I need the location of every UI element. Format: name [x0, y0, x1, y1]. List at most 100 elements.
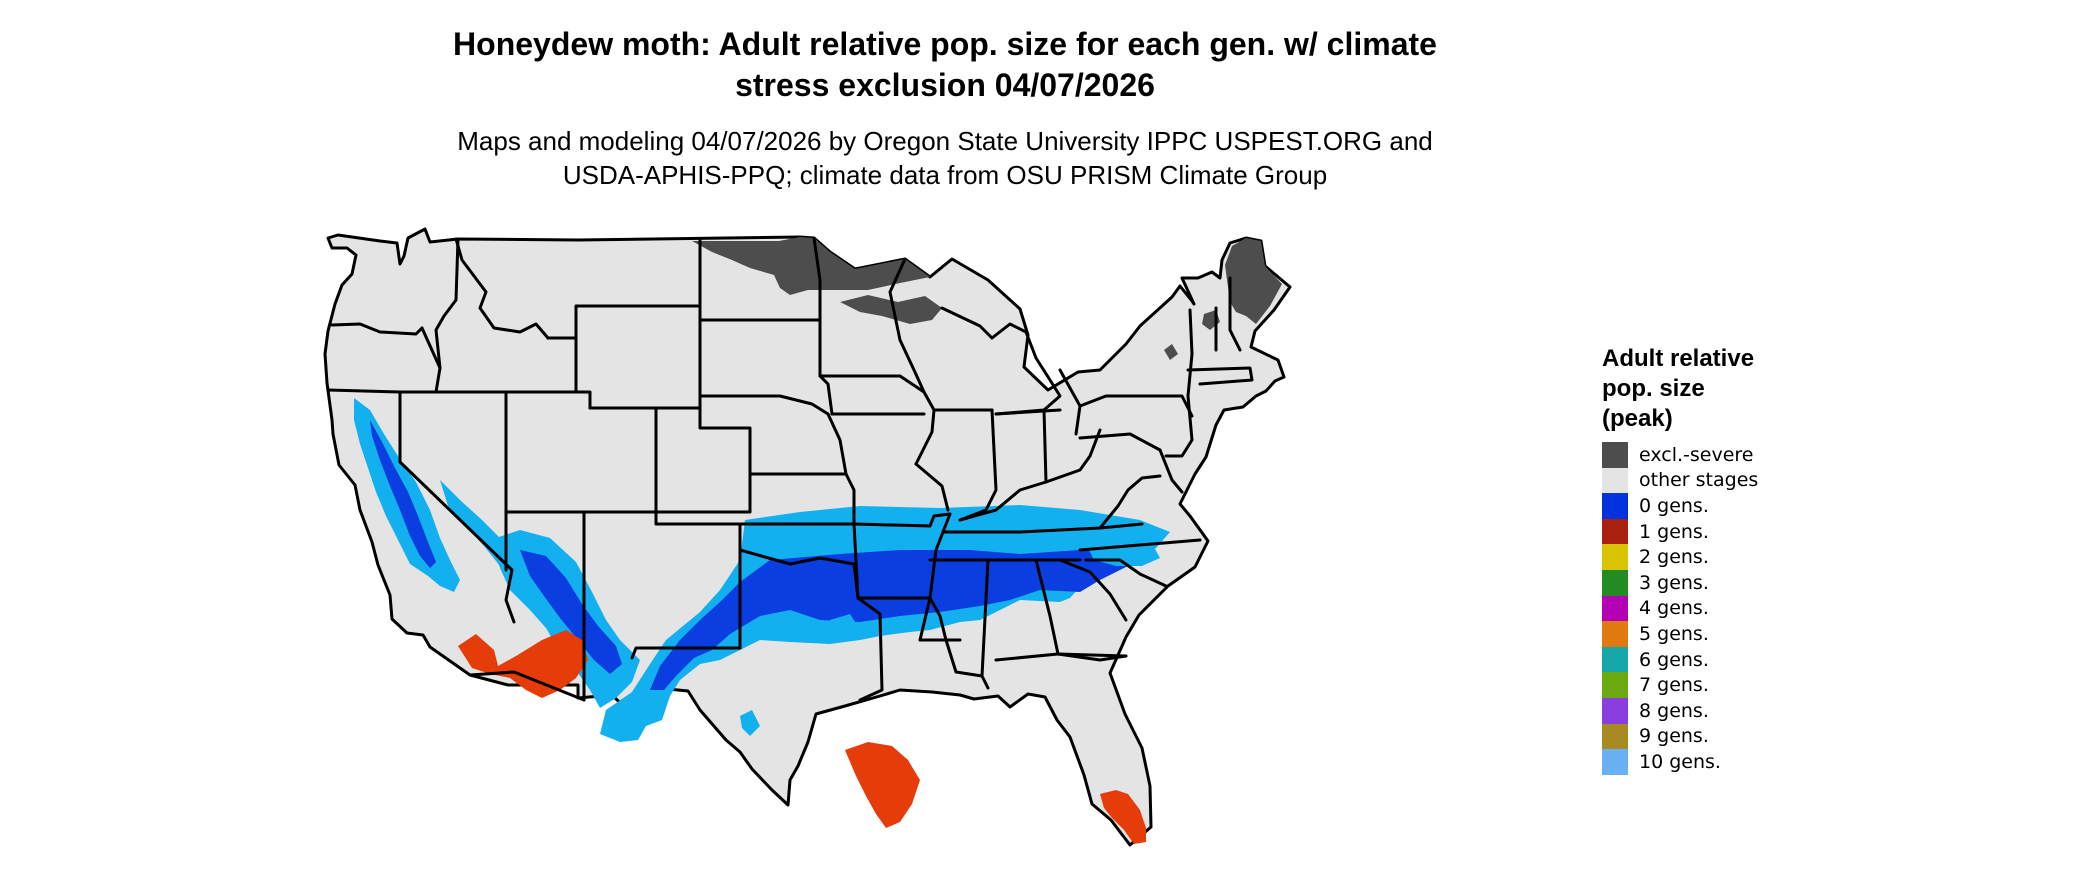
- border-ms-al: [980, 558, 990, 690]
- legend-items: excl.-severe other stages 0 gens. 1 gens. 2 …: [1602, 442, 1902, 775]
- border-ok-tx: [738, 522, 860, 600]
- map-legend: Adult relative pop. size (peak) excl.-se…: [1602, 344, 1902, 775]
- legend-item: 6 gens.: [1602, 646, 1902, 673]
- border-ca-nv: [398, 390, 516, 624]
- legend-swatch: [1602, 621, 1628, 647]
- legend-label: 5 gens.: [1639, 622, 1709, 645]
- exclusion-ny-spot: [1164, 344, 1178, 360]
- legend-item: 9 gens.: [1602, 723, 1902, 750]
- legend-swatch: [1602, 595, 1628, 622]
- zone-south-texas: [845, 742, 920, 828]
- zone-california-dark: [370, 420, 436, 568]
- exclusion-upper-michigan: [840, 295, 942, 324]
- border-ok-ar: [852, 522, 860, 600]
- legend-label: 0 gens.: [1639, 494, 1709, 517]
- legend-item: 4 gens.: [1602, 595, 1902, 622]
- border-ia-il: [914, 390, 936, 466]
- border-va-wv-ky: [1098, 474, 1162, 530]
- border-co-ks-ok: [654, 406, 752, 514]
- border-pa-ny: [1078, 394, 1194, 418]
- legend-label: 7 gens.: [1639, 674, 1709, 697]
- legend-swatch: [1602, 697, 1628, 724]
- border-sd-ne: [698, 394, 830, 416]
- border-oh-wv-ky: [1044, 428, 1102, 484]
- border-tx-la: [856, 596, 884, 702]
- border-nh-me: [1228, 276, 1242, 352]
- border-ar-la-ms: [856, 596, 962, 642]
- zone-south-florida: [1100, 790, 1146, 844]
- border-ne-ia-mo: [826, 412, 848, 476]
- border-ks-mo: [844, 472, 856, 526]
- legend-item: 10 gens.: [1602, 749, 1902, 775]
- border-ny-vt-ma: [1186, 308, 1194, 398]
- border-nc-va: [1078, 538, 1202, 552]
- legend-swatch: [1602, 646, 1628, 673]
- legend-label: 6 gens.: [1639, 648, 1709, 671]
- border-mi-lower: [990, 322, 1062, 412]
- legend-swatch: [1602, 569, 1628, 596]
- border-nd-mn: [812, 236, 822, 322]
- border-sd-mn-ia: [818, 318, 834, 416]
- legend-item: 8 gens.: [1602, 697, 1902, 724]
- legend-item: excl.-severe: [1602, 442, 1902, 468]
- legend-swatch: [1602, 467, 1628, 494]
- border-az-mexico: [468, 670, 586, 702]
- population-zones-1-gens: [458, 630, 1146, 844]
- legend-item: 0 gens.: [1602, 493, 1902, 519]
- map-subtitle-line-2: USDA-APHIS-PPQ; climate data from OSU PR…: [562, 160, 1328, 190]
- border-mt-wy: [546, 304, 702, 340]
- border-nm-tx: [630, 510, 742, 660]
- zone-ne-texas-spot: [830, 614, 860, 640]
- legend-label: excl.-severe: [1639, 443, 1754, 466]
- legend-swatch: [1602, 749, 1628, 775]
- legend-title-line-2: pop. size: [1602, 375, 1705, 402]
- legend-title-line-3: (peak): [1602, 405, 1673, 432]
- border-al-fl: [994, 652, 1128, 662]
- border-md-de-va: [1158, 448, 1184, 494]
- legend-swatch: [1602, 493, 1628, 519]
- border-in-ky: [958, 480, 1048, 522]
- legend-label: 3 gens.: [1639, 571, 1709, 594]
- exclusion-minnesota: [692, 237, 930, 295]
- legend-swatch: [1602, 518, 1628, 545]
- zone-socal-arizona: [458, 630, 588, 698]
- legend-swatch: [1602, 672, 1628, 698]
- legend-swatch: [1602, 442, 1628, 468]
- legend-item: 7 gens.: [1602, 672, 1902, 698]
- map-title: Honeydew moth: Adult relative pop. size …: [0, 24, 1890, 106]
- legend-swatch: [1602, 723, 1628, 750]
- legend-label: other stages: [1639, 469, 1759, 492]
- border-wi-mi: [940, 306, 994, 340]
- border-pa-nj-md: [1164, 394, 1194, 458]
- border-ga-sc: [1058, 558, 1128, 622]
- border-ma-ct-ri: [1186, 366, 1254, 386]
- border-al-ga: [1034, 558, 1060, 656]
- border-wa-or: [330, 322, 424, 336]
- legend-item: 1 gens.: [1602, 518, 1902, 545]
- us-map: [323, 227, 1292, 847]
- exclusion-areas: [692, 237, 1282, 360]
- legend-label: 9 gens.: [1639, 725, 1709, 748]
- border-mo-ar: [852, 512, 952, 528]
- exclusion-maine: [1225, 238, 1282, 324]
- legend-item: 3 gens.: [1602, 569, 1902, 596]
- map-subtitle: Maps and modeling 04/07/2026 by Oregon S…: [0, 124, 1890, 192]
- state-boundaries: [326, 236, 1254, 702]
- border-ky-tn: [942, 522, 1144, 534]
- map-title-line-1: Honeydew moth: Adult relative pop. size …: [453, 26, 1437, 62]
- legend-item: other stages: [1602, 467, 1902, 494]
- border-wv-pa-md: [1078, 432, 1162, 452]
- border-nc-sc: [1084, 558, 1168, 588]
- legend-item: 5 gens.: [1602, 621, 1902, 647]
- border-mi-in-oh: [994, 408, 1062, 416]
- legend-title: Adult relative pop. size (peak): [1602, 344, 1902, 434]
- legend-label: 4 gens.: [1639, 597, 1709, 620]
- legend-label: 2 gens.: [1639, 546, 1709, 569]
- legend-item: 2 gens.: [1602, 544, 1902, 570]
- map-subtitle-line-1: Maps and modeling 04/07/2026 by Oregon S…: [457, 126, 1433, 156]
- border-id-mt: [454, 237, 550, 340]
- legend-swatch: [1602, 544, 1628, 570]
- legend-label: 8 gens.: [1639, 699, 1709, 722]
- legend-label: 1 gens.: [1639, 520, 1709, 543]
- map-title-line-2: stress exclusion 04/07/2026: [735, 67, 1155, 103]
